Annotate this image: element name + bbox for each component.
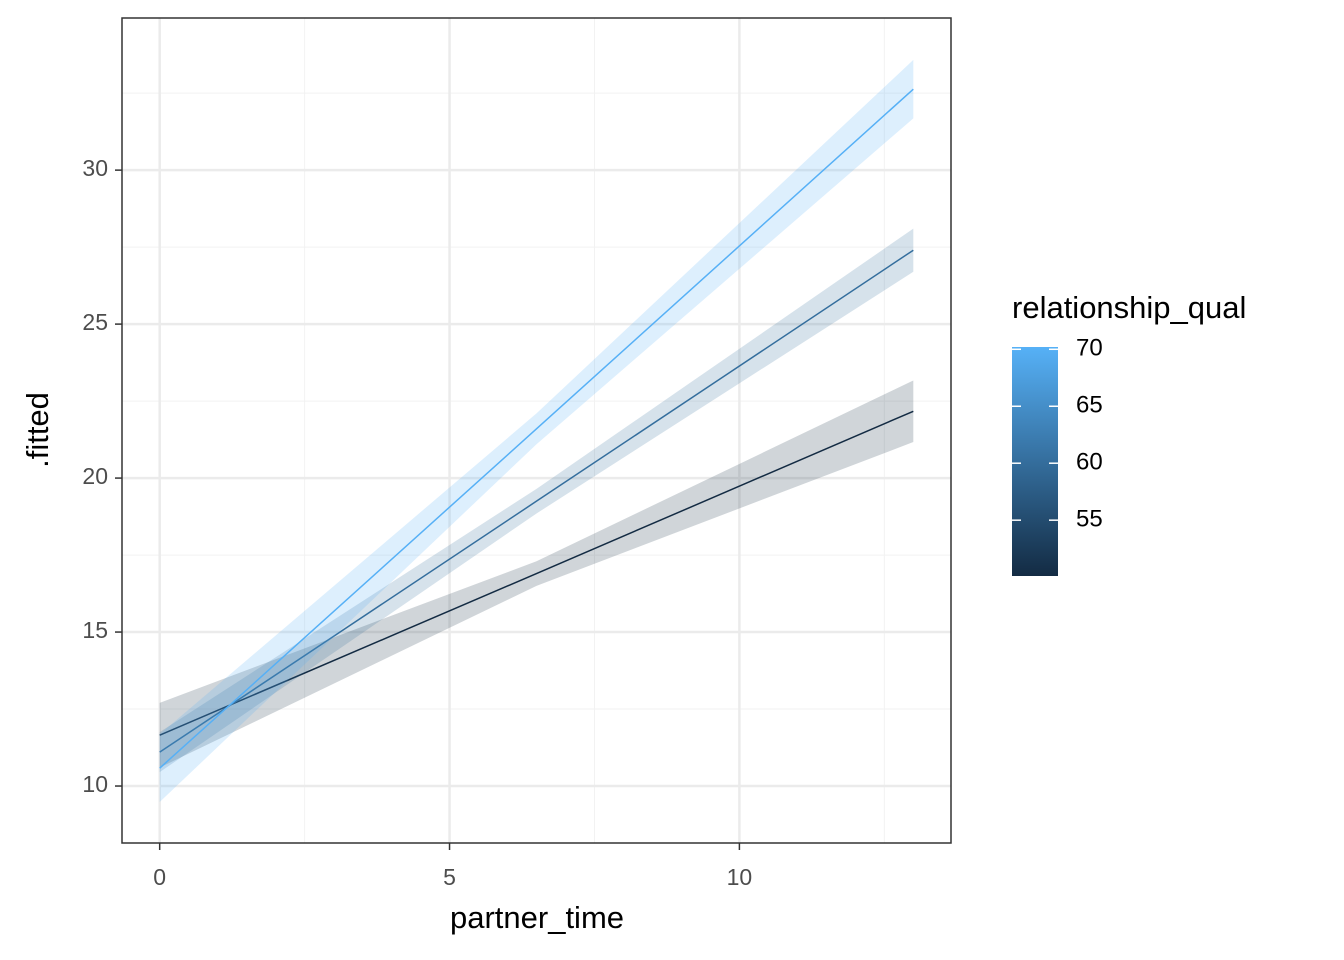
y-tick-label: 30 — [82, 155, 108, 181]
legend-label: 55 — [1076, 506, 1103, 533]
y-tick-label: 20 — [82, 463, 108, 489]
y-tick-label: 10 — [82, 771, 108, 797]
x-tick-label: 10 — [727, 864, 753, 890]
x-axis-title: partner_time — [450, 900, 624, 935]
y-tick-label: 15 — [82, 617, 108, 643]
y-axis-title: .fitted — [20, 392, 55, 468]
confidence-band — [159, 59, 914, 803]
legend-label: 65 — [1076, 392, 1103, 419]
fitted-line — [159, 410, 914, 736]
x-tick-label: 5 — [443, 864, 456, 890]
fitted-line — [159, 88, 914, 769]
legend-title: relationship_qual — [1012, 290, 1246, 325]
plot-background — [122, 18, 951, 843]
x-tick-label: 0 — [153, 864, 166, 890]
legend-label: 70 — [1076, 335, 1103, 362]
colorbar — [1012, 347, 1058, 576]
legend-label: 60 — [1076, 449, 1103, 476]
fitted-line — [159, 249, 914, 753]
y-tick-label: 25 — [82, 309, 108, 335]
panel-border — [121, 17, 952, 844]
